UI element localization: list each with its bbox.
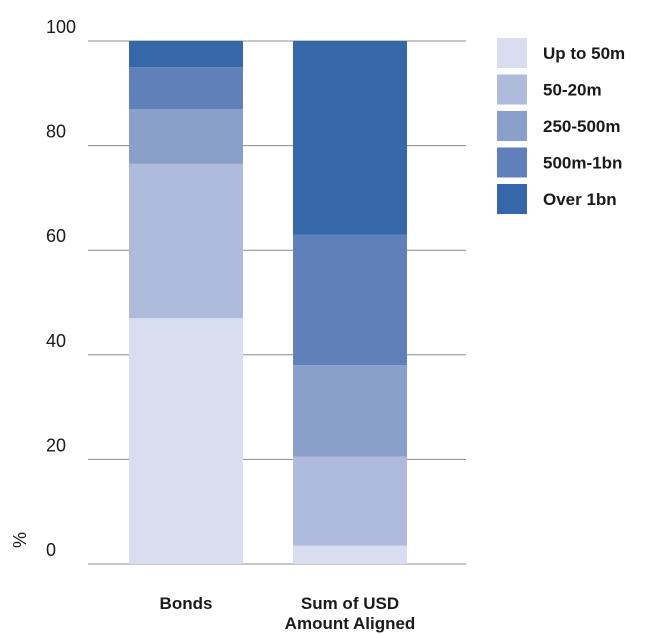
bar-segment <box>293 234 407 366</box>
bar-segment <box>129 108 243 164</box>
legend-label: Up to 50m <box>543 44 625 63</box>
x-category-label: Sum of USD Amount Aligned <box>285 594 416 633</box>
y-axis: 0 20 40 60 80 100 <box>46 17 76 560</box>
bar-segment <box>293 365 407 457</box>
x-category-label-line: Bonds <box>160 594 213 613</box>
bar-segment <box>129 67 243 109</box>
y-tick-label: 100 <box>46 17 76 37</box>
legend: Up to 50m 50-20m 250-500m 500m-1bn Over 1bn <box>497 38 625 214</box>
y-tick-label: 80 <box>46 122 66 142</box>
bars <box>129 41 407 564</box>
bar-segment <box>293 41 407 235</box>
bar-segment <box>129 163 243 319</box>
x-axis: Bonds Sum of USD Amount Aligned <box>160 594 416 633</box>
y-tick-label: 40 <box>46 331 66 351</box>
legend-label: Over 1bn <box>543 190 617 209</box>
y-axis-unit-label: % <box>10 532 30 548</box>
bar-segment <box>129 318 243 564</box>
bar-segment <box>129 41 243 68</box>
legend-swatch <box>497 38 527 68</box>
bar-segment <box>293 456 407 546</box>
y-tick-label: 60 <box>46 226 66 246</box>
x-category-label-line: Amount Aligned <box>285 614 416 633</box>
legend-label: 500m-1bn <box>543 154 622 173</box>
legend-swatch <box>497 74 527 105</box>
x-category-label: Bonds <box>160 594 213 613</box>
y-tick-label: 20 <box>46 435 66 455</box>
legend-swatch <box>497 147 527 178</box>
bar-segment <box>293 545 407 564</box>
legend-label: 250-500m <box>543 117 621 136</box>
legend-swatch <box>497 111 527 141</box>
legend-label: 50-20m <box>543 81 602 100</box>
y-tick-label: 0 <box>46 540 56 560</box>
x-category-label-line: Sum of USD <box>301 594 399 613</box>
legend-swatch <box>497 184 527 214</box>
